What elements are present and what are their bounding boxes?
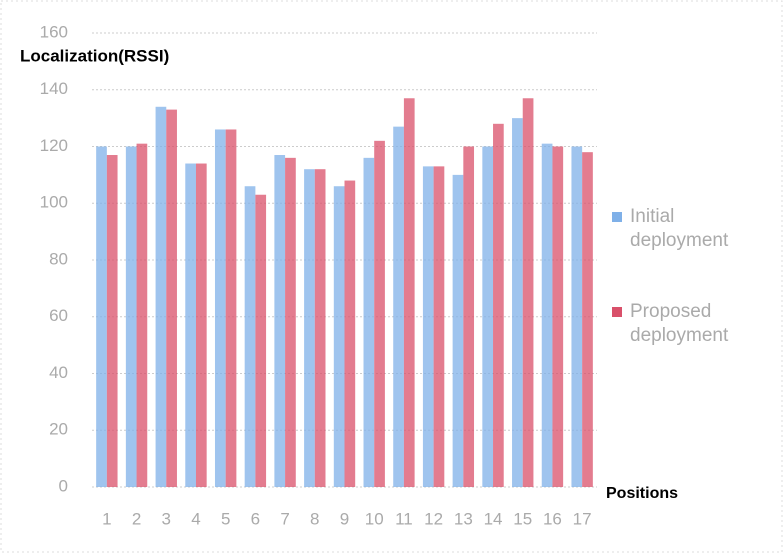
x-tick-label: 1 bbox=[102, 509, 111, 528]
bar bbox=[185, 163, 196, 487]
chart-title: Localization(RSSI) bbox=[20, 46, 169, 65]
bar bbox=[541, 143, 553, 487]
y-tick-label: 80 bbox=[49, 249, 68, 268]
bar bbox=[195, 163, 207, 487]
bar bbox=[106, 155, 118, 487]
bar bbox=[363, 157, 375, 487]
bar bbox=[552, 146, 564, 487]
legend-swatch bbox=[612, 307, 622, 317]
x-tick-label: 14 bbox=[484, 509, 503, 528]
bar bbox=[333, 186, 345, 487]
y-tick-label: 160 bbox=[40, 22, 68, 41]
x-tick-label: 15 bbox=[513, 509, 532, 528]
bar bbox=[155, 106, 167, 488]
x-tick-label: 5 bbox=[221, 509, 230, 528]
x-tick-label: 9 bbox=[340, 509, 349, 528]
y-tick-label: 100 bbox=[40, 193, 68, 212]
bar bbox=[512, 118, 523, 487]
bar bbox=[422, 166, 434, 488]
x-tick-label: 7 bbox=[280, 509, 289, 528]
legend-swatch bbox=[612, 212, 622, 222]
bar bbox=[452, 174, 464, 487]
y-tick-label: 60 bbox=[49, 306, 68, 325]
x-tick-label: 13 bbox=[454, 509, 473, 528]
x-tick-label: 3 bbox=[162, 509, 171, 528]
bar bbox=[136, 143, 148, 487]
x-tick-label: 8 bbox=[310, 509, 319, 528]
bar bbox=[304, 169, 315, 487]
bar bbox=[214, 129, 226, 487]
x-tick-label: 17 bbox=[573, 509, 592, 528]
bar bbox=[374, 140, 385, 487]
bar bbox=[96, 146, 107, 487]
bar bbox=[255, 194, 267, 488]
bar bbox=[344, 180, 356, 488]
bar bbox=[582, 152, 593, 488]
bar bbox=[274, 155, 286, 487]
legend-label: Initial deployment bbox=[630, 206, 729, 251]
y-tick-label: 40 bbox=[49, 363, 68, 382]
y-tick-label: 20 bbox=[49, 420, 68, 439]
x-axis-label: Positions bbox=[606, 485, 678, 502]
bar bbox=[463, 146, 475, 487]
x-tick-label: 16 bbox=[543, 509, 562, 528]
x-tick-label: 12 bbox=[424, 509, 443, 528]
bar bbox=[166, 109, 177, 488]
x-tick-label: 6 bbox=[251, 509, 260, 528]
y-tick-label: 120 bbox=[40, 136, 68, 155]
bar bbox=[433, 166, 445, 488]
x-tick-label: 2 bbox=[132, 509, 141, 528]
bar bbox=[393, 126, 404, 487]
legend-label: Proposed deployment bbox=[630, 301, 729, 346]
y-tick-label: 0 bbox=[59, 476, 68, 495]
x-tick-label: 4 bbox=[191, 509, 200, 528]
bar bbox=[403, 98, 415, 487]
bar bbox=[125, 146, 137, 487]
bar bbox=[493, 123, 504, 488]
legend-item: Initial deployment bbox=[612, 205, 777, 253]
bar bbox=[314, 169, 326, 487]
bar bbox=[225, 129, 237, 487]
x-tick-label: 10 bbox=[365, 509, 384, 528]
y-tick-label: 140 bbox=[40, 79, 68, 98]
x-tick-label: 11 bbox=[395, 509, 413, 528]
bar bbox=[244, 186, 256, 487]
legend-item: Proposed deployment bbox=[612, 300, 777, 348]
bar bbox=[285, 157, 296, 487]
bar bbox=[522, 98, 534, 487]
bar bbox=[571, 146, 583, 487]
bar bbox=[482, 146, 494, 487]
